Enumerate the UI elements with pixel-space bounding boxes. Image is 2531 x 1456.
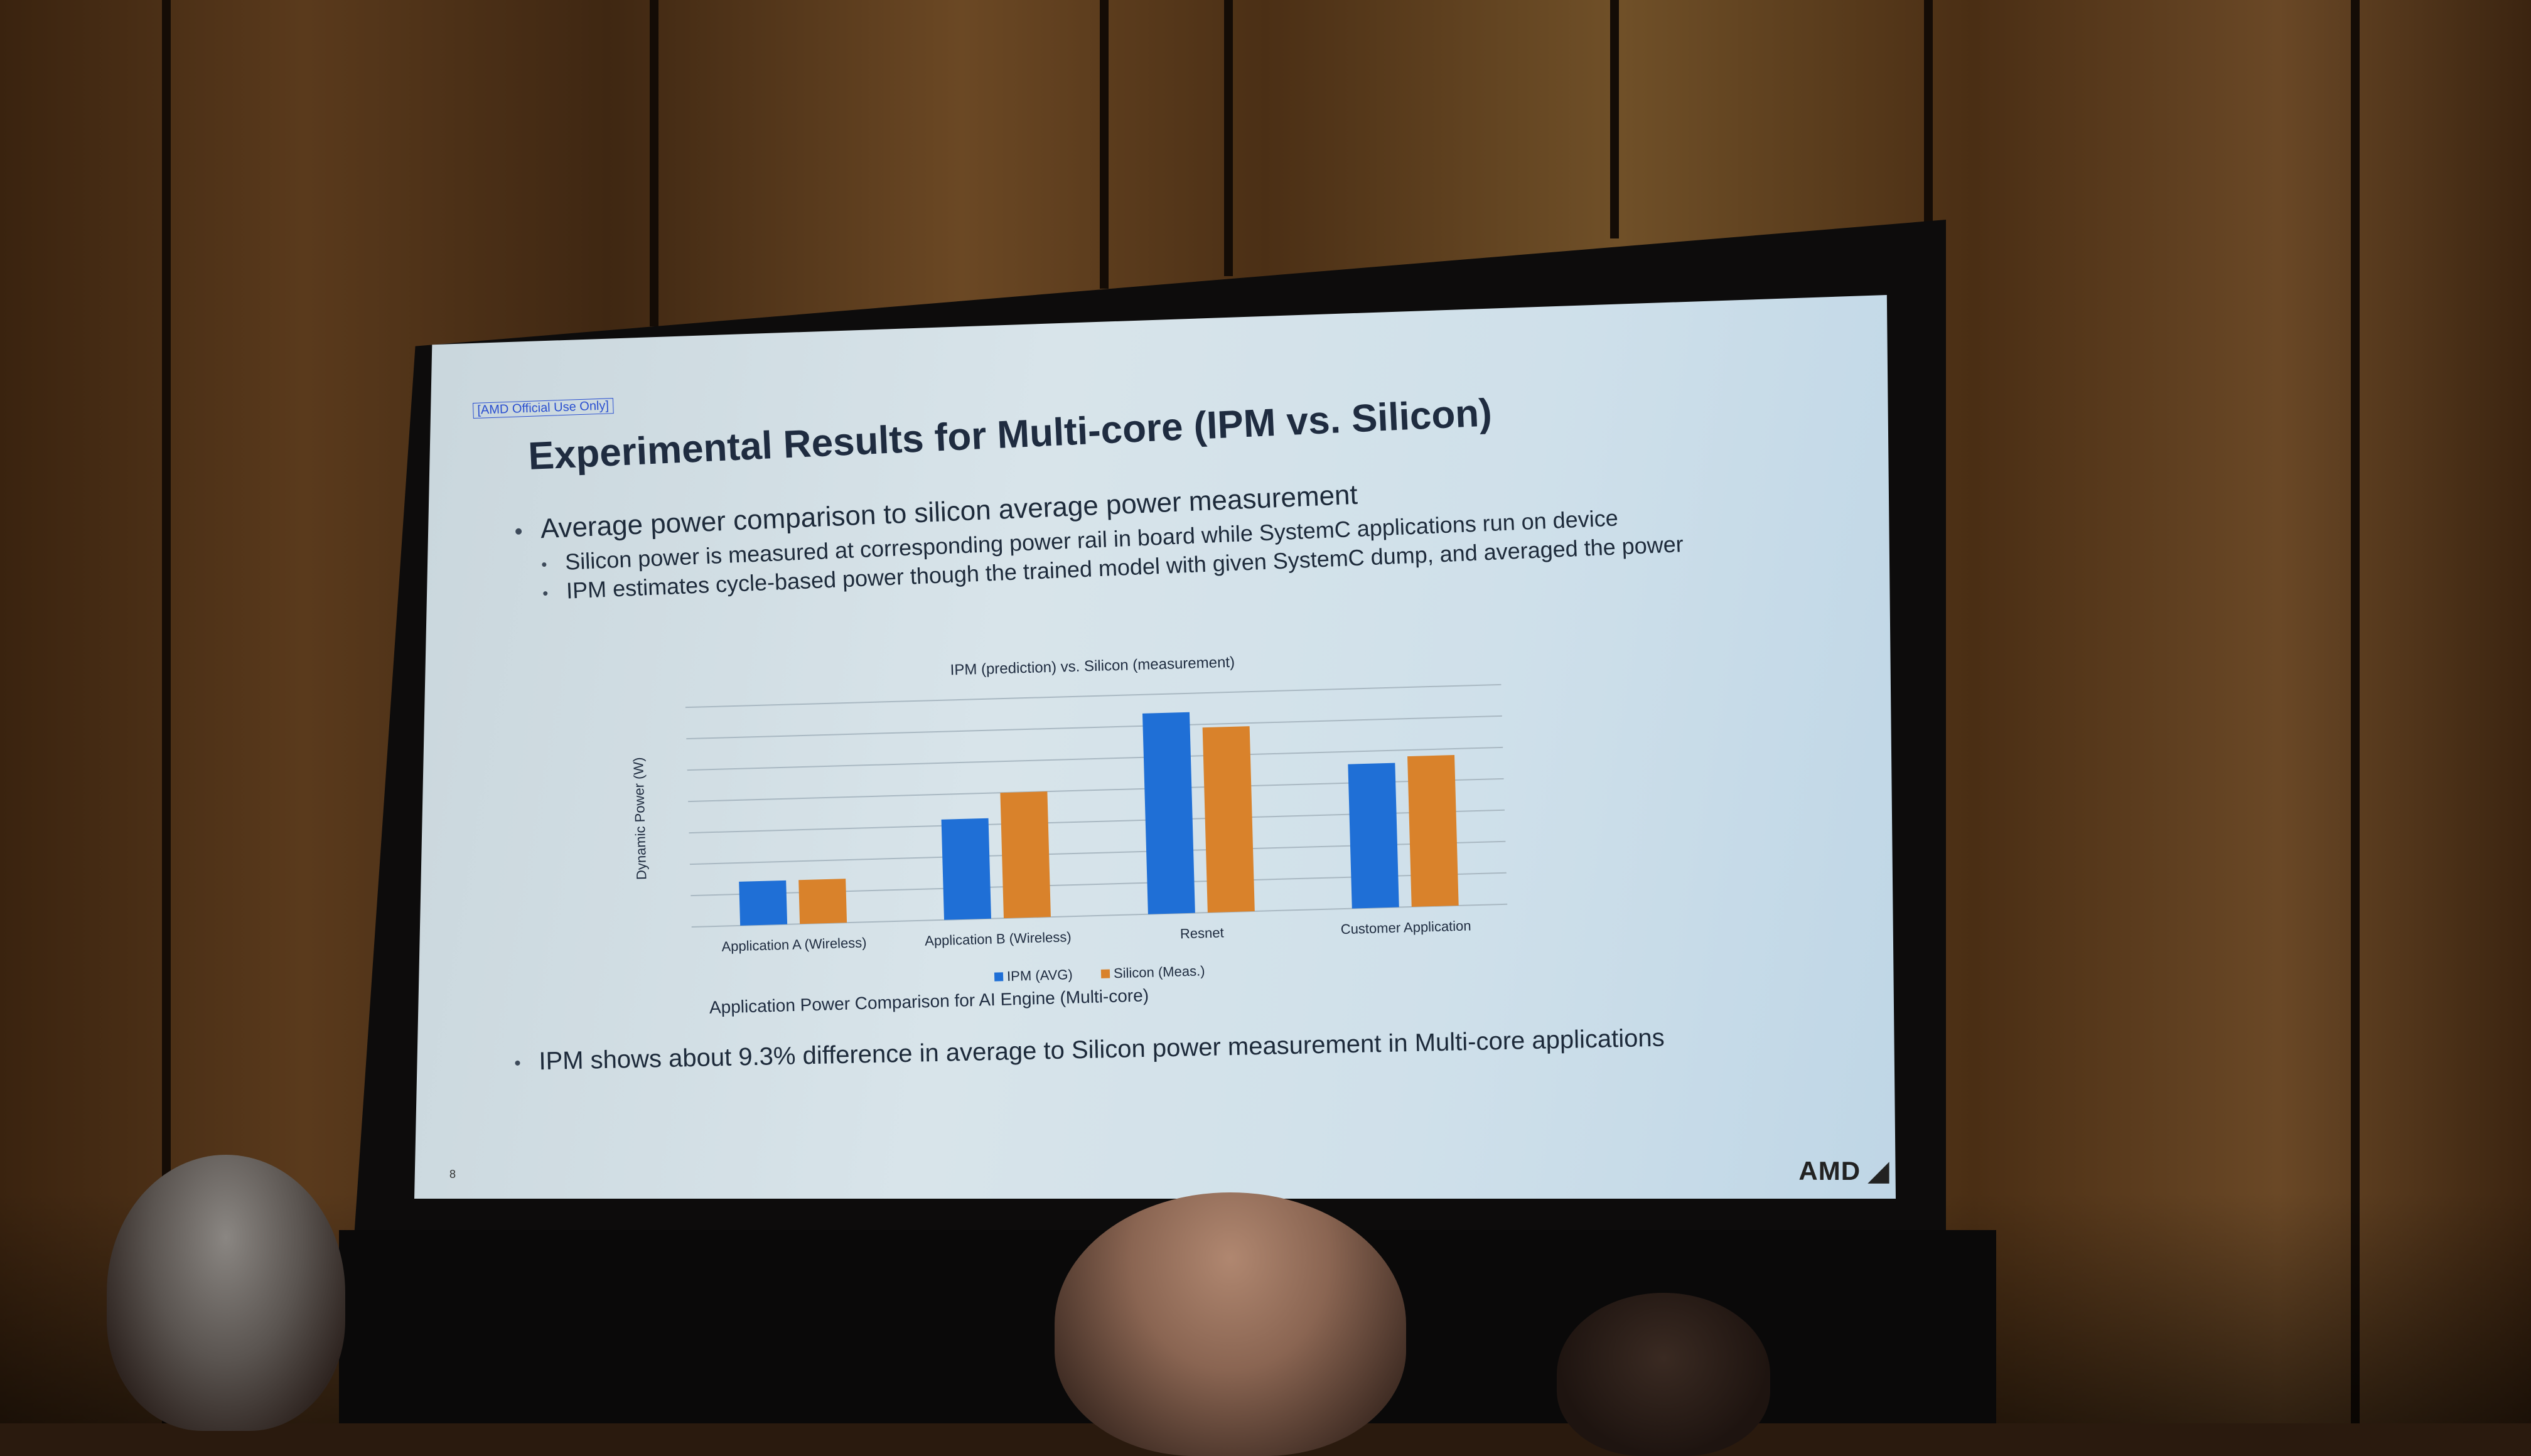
bullet-list: Average power comparison to silicon aver… xyxy=(515,461,1804,609)
curtain-pole xyxy=(1610,0,1619,238)
bar-silicon xyxy=(1202,726,1255,913)
legend-swatch xyxy=(994,972,1004,982)
bullet-dot-icon xyxy=(515,1061,520,1066)
bullet-dot-icon xyxy=(515,528,522,535)
legend-swatch xyxy=(1100,969,1110,978)
legend-label: Silicon (Meas.) xyxy=(1114,963,1205,981)
bar-ipm xyxy=(1142,712,1195,914)
bar-silicon xyxy=(1000,791,1051,919)
amd-arrow-icon: ◢ xyxy=(1861,1156,1889,1186)
audience-head xyxy=(107,1155,345,1431)
y-axis-label: Dynamic Power (W) xyxy=(630,757,649,880)
bar-silicon xyxy=(1407,755,1459,907)
presentation-slide: [AMD Official Use Only] Experimental Res… xyxy=(414,295,1896,1199)
curtain-pole xyxy=(162,0,171,1423)
x-tick-label: Application B (Wireless) xyxy=(925,929,1072,949)
page-number: 8 xyxy=(449,1168,456,1180)
audience-head xyxy=(1055,1192,1406,1456)
official-use-tag: [AMD Official Use Only] xyxy=(473,398,614,419)
curtain-pole xyxy=(650,0,658,326)
gridline xyxy=(687,746,1503,771)
bar-chart-svg: IPM (prediction) vs. Silicon (measuremen… xyxy=(630,654,1508,984)
curtain-pole xyxy=(1924,0,1933,226)
bullet-dot-icon xyxy=(543,591,548,596)
bar-ipm xyxy=(1348,763,1399,909)
slide-title: Experimental Results for Multi-core (IPM… xyxy=(527,391,1493,478)
x-tick-label: Customer Application xyxy=(1340,918,1471,937)
bar-silicon xyxy=(798,879,847,924)
gridline xyxy=(686,715,1502,740)
x-tick-label: Resnet xyxy=(1180,924,1224,941)
audience-head xyxy=(1557,1293,1770,1456)
chart-title: IPM (prediction) vs. Silicon (measuremen… xyxy=(950,654,1235,679)
x-tick-label: Application A (Wireless) xyxy=(721,934,867,954)
legend-label: IPM (AVG) xyxy=(1007,966,1073,984)
bullet-dot-icon xyxy=(542,562,547,567)
gridline xyxy=(685,683,1502,709)
bar-chart: IPM (prediction) vs. Silicon (measuremen… xyxy=(621,640,1561,1042)
curtain-pole xyxy=(2351,0,2360,1423)
bar-ipm xyxy=(941,818,992,920)
amd-logo: AMD ◢ xyxy=(1798,1156,1889,1186)
curtain-pole xyxy=(1100,0,1109,289)
curtain-pole xyxy=(1224,0,1233,276)
bar-ipm xyxy=(739,880,788,926)
